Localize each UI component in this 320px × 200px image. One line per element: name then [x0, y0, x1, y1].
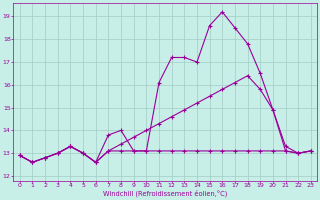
X-axis label: Windchill (Refroidissement éolien,°C): Windchill (Refroidissement éolien,°C) — [103, 190, 228, 197]
